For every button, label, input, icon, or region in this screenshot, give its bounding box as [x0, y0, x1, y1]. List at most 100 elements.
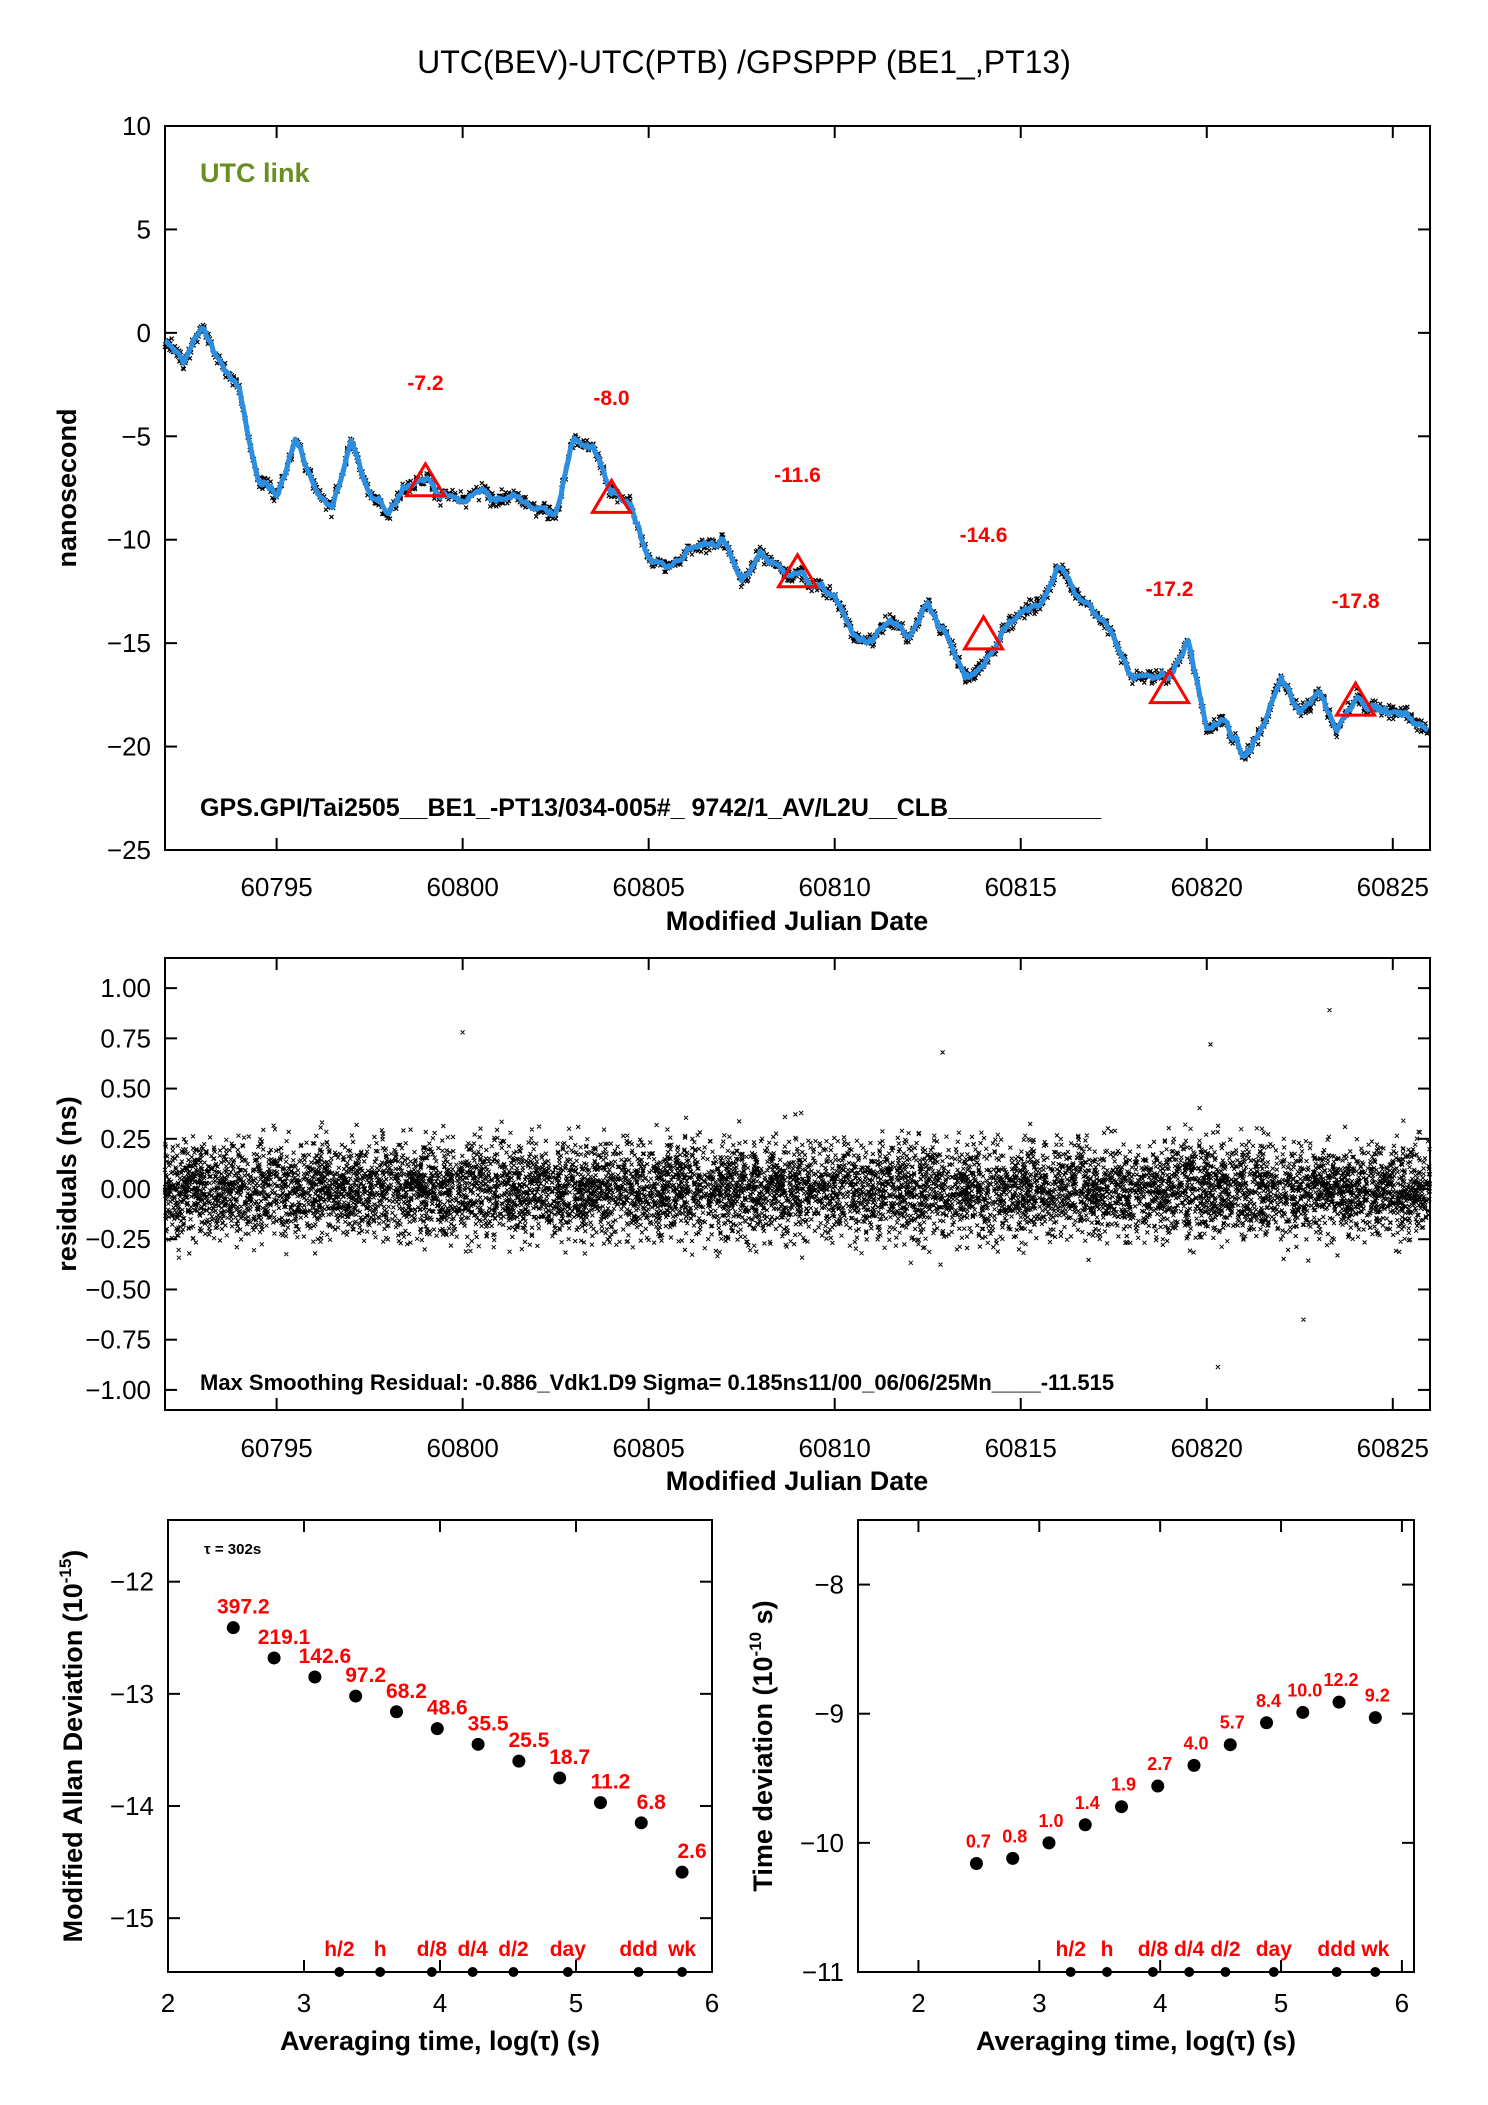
utc-link-label: UTC link	[200, 158, 310, 188]
y-tick-label: −0.25	[85, 1224, 151, 1254]
link-footer: GPS.GPI/Tai2505__BE1_-PT13/034-005#_ 974…	[200, 794, 1102, 822]
y-tick-label: −25	[107, 835, 151, 865]
time-marker-label: d/8	[417, 1938, 448, 1961]
time-marker-dot	[677, 1967, 688, 1977]
deviation-point	[1296, 1705, 1310, 1719]
deviation-point	[1368, 1711, 1382, 1725]
raw-point-cloud	[162, 322, 1431, 762]
deviation-value-label: 142.6	[299, 1645, 352, 1668]
deviation-point	[1078, 1818, 1092, 1832]
deviation-point	[1260, 1716, 1274, 1730]
y-tick-label: −12	[110, 1567, 154, 1597]
time-marker-label: ddd	[619, 1938, 657, 1961]
x-axis-title: Averaging time, log(τ) (s)	[280, 2026, 600, 2056]
time-marker-label: day	[550, 1938, 587, 1961]
axis-ticks: 2 3 4 5 6 −12 −13 −14 −15	[110, 1520, 719, 2018]
x-tick-label: 3	[1032, 1988, 1046, 2018]
axis-ticks: 2 3 4 5 6 −8 −9 −10 −11	[800, 1520, 1414, 2018]
deviation-value-label: 9.2	[1365, 1686, 1390, 1706]
x-tick-label: 60800	[426, 872, 498, 902]
deviation-value-label: 0.8	[1002, 1826, 1027, 1846]
x-tick-label: 60795	[240, 1433, 312, 1463]
y-tick-label: 0.75	[100, 1023, 151, 1053]
deviation-value-label: 6.8	[637, 1791, 667, 1814]
time-marker-label: h	[374, 1938, 387, 1961]
deviation-point	[1332, 1695, 1346, 1709]
y-axis-title-main: Time deviation (10	[748, 1657, 778, 1892]
time-marker-label: h/2	[1056, 1938, 1086, 1961]
y-tick-label: −15	[107, 628, 151, 658]
deviation-point	[553, 1771, 567, 1785]
y-axis-title-main: Modified Allan Deviation (10	[58, 1583, 88, 1942]
marker-value-label: -14.6	[960, 524, 1008, 547]
deviation-point	[1006, 1851, 1020, 1865]
red-triangle-marker	[403, 460, 448, 498]
y-tick-label: 0.50	[100, 1074, 151, 1104]
deviation-point	[1114, 1800, 1128, 1814]
marker-value-label: -7.2	[407, 372, 443, 395]
deviation-point	[267, 1651, 281, 1665]
deviation-value-label: 10.0	[1287, 1680, 1322, 1700]
x-axis-title: Modified Julian Date	[666, 906, 929, 936]
time-marker-layer: h/2 h d/8 d/4 d/2 day ddd wk	[324, 1938, 696, 1977]
red-triangle-marker	[775, 551, 820, 589]
x-tick-label: 60815	[985, 1433, 1057, 1463]
time-marker-dot	[334, 1967, 345, 1977]
residual-footer: Max Smoothing Residual: -0.886_Vdk1.D9 S…	[200, 1370, 1114, 1395]
tau-note: τ = 302s	[204, 1541, 261, 1558]
x-tick-label: 60815	[985, 872, 1057, 902]
y-tick-label: 0.25	[100, 1124, 151, 1154]
deviation-value-label: 1.9	[1111, 1775, 1136, 1795]
deviation-value-label: 8.4	[1256, 1691, 1281, 1711]
deviation-point	[593, 1796, 607, 1810]
time-marker-dot	[1184, 1967, 1195, 1977]
deviation-point	[349, 1689, 363, 1703]
x-tick-label: 5	[569, 1988, 583, 2018]
offset-timeseries-chart: -7.2-8.0-11.6-14.6-17.2-17.8 60795 60800 6…	[52, 111, 1431, 936]
deviation-point	[1223, 1738, 1237, 1752]
time-marker-label: d/4	[457, 1938, 488, 1961]
deviation-point	[430, 1722, 444, 1736]
marker-value-label: -8.0	[593, 387, 629, 410]
y-tick-label: −10	[800, 1828, 844, 1858]
deviation-point	[969, 1857, 983, 1871]
x-tick-label: 2	[161, 1988, 175, 2018]
deviation-value-label: 48.6	[427, 1697, 468, 1720]
deviation-point	[389, 1705, 403, 1719]
deviation-value-label: 1.0	[1038, 1811, 1063, 1831]
time-marker-dot	[375, 1967, 386, 1977]
plot-frame	[164, 125, 1431, 851]
time-marker-layer: h/2 h d/8 d/4 d/2 day ddd wk	[1056, 1938, 1390, 1977]
deviation-value-label: 11.2	[591, 1771, 631, 1794]
residual-point-cloud	[162, 1007, 1433, 1370]
raw-points-layer	[162, 322, 1431, 762]
y-tick-label: −5	[121, 421, 151, 451]
y-tick-label: −9	[814, 1699, 844, 1729]
time-marker-label: d/2	[1210, 1938, 1240, 1961]
y-tick-label: 0.00	[100, 1174, 151, 1204]
x-tick-label: 60810	[799, 872, 871, 902]
x-tick-label: 6	[1395, 1988, 1409, 2018]
y-axis-title-exponent: -15	[56, 1559, 75, 1584]
time-marker-dot	[1370, 1967, 1381, 1977]
x-axis-title: Averaging time, log(τ) (s)	[976, 2026, 1296, 2056]
deviation-point	[634, 1816, 648, 1830]
deviation-value-label: 397.2	[217, 1596, 270, 1619]
time-marker-dot	[1268, 1967, 1279, 1977]
modified-allan-deviation-chart: 2 3 4 5 6 −12 −13 −14 −15 397.2 219.1142.697.268.…	[56, 1519, 719, 2056]
deviation-point	[512, 1754, 526, 1768]
deviation-value-label: 35.5	[468, 1712, 509, 1735]
x-tick-label: 4	[1153, 1988, 1167, 2018]
time-marker-label: d/8	[1138, 1938, 1169, 1961]
red-triangle-marker	[589, 477, 634, 514]
marker-layer: -7.2 -8.0 -11.6 -14.6 -17.2 -17.8	[403, 372, 1380, 717]
deviation-value-label: 12.2	[1324, 1670, 1359, 1690]
time-marker-dot	[1147, 1967, 1158, 1977]
axis-ticks: 60795 60800 60805 60810 60815 60820 60825 1.00 0…	[85, 958, 1430, 1463]
deviation-point	[1187, 1758, 1201, 1772]
x-tick-label: 4	[433, 1988, 447, 2018]
y-tick-label: −20	[107, 732, 151, 762]
red-triangle-marker	[1147, 667, 1192, 705]
deviation-value-label: 4.0	[1184, 1733, 1209, 1753]
x-tick-label: 60795	[240, 872, 312, 902]
